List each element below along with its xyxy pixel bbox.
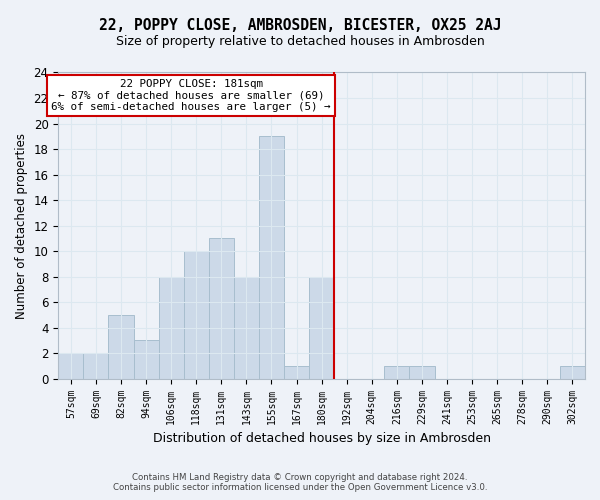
X-axis label: Distribution of detached houses by size in Ambrosden: Distribution of detached houses by size … (152, 432, 491, 445)
Bar (385, 366, 409, 378)
Bar (109, 315, 134, 378)
Bar (209, 238, 234, 378)
Bar (284, 366, 309, 378)
Text: Contains HM Land Registry data © Crown copyright and database right 2024.
Contai: Contains HM Land Registry data © Crown c… (113, 473, 487, 492)
Bar (158, 276, 184, 378)
Text: Size of property relative to detached houses in Ambrosden: Size of property relative to detached ho… (116, 35, 484, 48)
Text: 22 POPPY CLOSE: 181sqm
← 87% of detached houses are smaller (69)
6% of semi-deta: 22 POPPY CLOSE: 181sqm ← 87% of detached… (52, 79, 331, 112)
Bar (259, 136, 284, 378)
Bar (560, 366, 585, 378)
Bar (83, 353, 109, 378)
Bar (234, 276, 259, 378)
Bar (409, 366, 434, 378)
Bar (58, 353, 83, 378)
Y-axis label: Number of detached properties: Number of detached properties (15, 132, 28, 318)
Bar (309, 276, 334, 378)
Bar (184, 251, 209, 378)
Text: 22, POPPY CLOSE, AMBROSDEN, BICESTER, OX25 2AJ: 22, POPPY CLOSE, AMBROSDEN, BICESTER, OX… (99, 18, 501, 32)
Bar (134, 340, 158, 378)
